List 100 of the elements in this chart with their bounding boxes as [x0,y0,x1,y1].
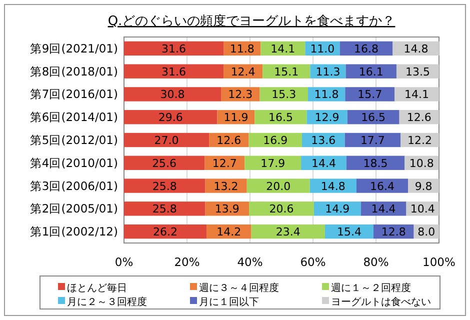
data-label: 14.2 [216,226,242,239]
data-label: 10.4 [410,202,435,216]
y-tick-label: 第9回(2021/01) [30,41,118,56]
data-label: 9.8 [414,180,432,193]
data-label: 16.5 [268,111,293,124]
data-label: 12.8 [381,226,406,239]
data-label: 14.4 [371,202,396,216]
legend-label: 週に３～４回程度 [199,282,279,294]
data-label: 25.6 [152,156,177,170]
bar [124,156,205,170]
bar [244,156,302,170]
bar [124,110,218,124]
data-label: 11.8 [314,88,339,102]
bar [205,178,247,193]
data-label: 15.4 [336,226,362,239]
data-label: 11.3 [316,65,340,78]
legend-label: 月に２～３回程度 [67,296,147,308]
bar [249,202,314,216]
bar [360,202,406,216]
data-label: 12.3 [228,88,253,102]
data-label: 15.7 [358,88,382,102]
data-label: 14.4 [311,156,336,170]
x-tick-label: 0% [114,255,134,269]
data-label: 12.7 [212,156,237,170]
data-label: 8.0 [418,226,436,239]
bar [124,224,207,239]
y-tick-label: 第2回(2005/01) [30,202,118,216]
y-tick-label: 第6回(2014/01) [30,110,118,124]
data-label: 30.8 [160,88,185,102]
y-tick-label: 第3回(2006/01) [30,178,118,193]
y-tick-label: 第5回(2012/01) [30,133,118,147]
x-tick-label: 40% [237,255,263,269]
data-label: 10.8 [409,156,434,170]
data-label: 12.2 [408,134,432,147]
bar [124,41,224,56]
data-label: 16.8 [354,42,378,56]
x-tick-label: 20% [174,255,200,269]
x-tick-label: 100% [422,255,456,269]
data-label: 14.8 [404,42,428,56]
data-label: 16.5 [361,111,386,124]
data-label: 26.2 [153,226,178,239]
data-label: 12.6 [216,134,242,147]
data-label: 23.4 [276,226,300,239]
data-label: 14.1 [270,42,296,56]
bar [310,64,346,78]
bar [345,87,395,102]
data-label: 14.9 [325,202,350,216]
data-label: 14.1 [404,88,430,102]
data-label: 13.6 [311,134,336,147]
y-tick-label: 第1回(2002/12) [30,224,118,239]
bar [124,64,224,78]
legend-label: 週に１～２回程度 [331,282,411,294]
chart-title: Q.どのぐらいの頻度でヨーグルトを食べますか？ [108,13,396,29]
bar [394,87,439,102]
bar [251,224,325,239]
data-label: 16.4 [370,180,395,193]
bar [346,64,396,78]
x-tick-label: 60% [300,255,326,269]
bar [396,64,439,78]
data-label: 31.6 [162,65,186,78]
data-label: 11.9 [224,111,248,124]
bar [356,178,408,193]
data-label: 16.9 [263,134,288,147]
data-label: 18.5 [363,156,388,170]
data-label: 13.2 [214,180,238,193]
data-label: 11.8 [230,42,254,56]
data-label: 13.9 [214,202,240,216]
bar [344,132,401,148]
data-label: 12.9 [314,111,340,124]
bar [262,64,310,78]
data-label: 20.0 [266,180,291,193]
bar [124,132,210,148]
data-label: 14.8 [320,180,346,193]
data-label: 15.1 [274,65,299,78]
bar [246,178,310,193]
data-label: 12.4 [230,65,256,78]
bar [124,178,206,193]
data-label: 16.1 [358,65,384,78]
data-label: 13.5 [405,65,430,78]
data-label: 11.0 [310,42,335,56]
y-tick-label: 第8回(2018/01) [30,64,118,78]
data-label: 17.7 [360,134,385,147]
data-label: 17.9 [260,156,286,170]
bar [314,202,361,216]
legend-label: ほとんど毎日 [67,282,127,294]
data-label: 25.8 [152,180,177,193]
bar [260,87,308,102]
legend-label: ヨーグルトは食べない [331,296,431,308]
legend-label: 月に１回以下 [199,296,259,308]
data-label: 25.8 [152,202,177,216]
data-label: 27.0 [154,134,179,147]
data-label: 12.6 [406,111,432,124]
data-label: 29.6 [158,111,183,124]
data-label: 15.3 [272,88,296,102]
y-tick-label: 第7回(2016/01) [30,87,118,102]
data-label: 20.6 [269,202,294,216]
data-label: 31.6 [162,42,186,56]
bar [124,202,206,216]
y-tick-label: 第4回(2010/01) [30,156,118,170]
x-tick-label: 80% [363,255,389,269]
